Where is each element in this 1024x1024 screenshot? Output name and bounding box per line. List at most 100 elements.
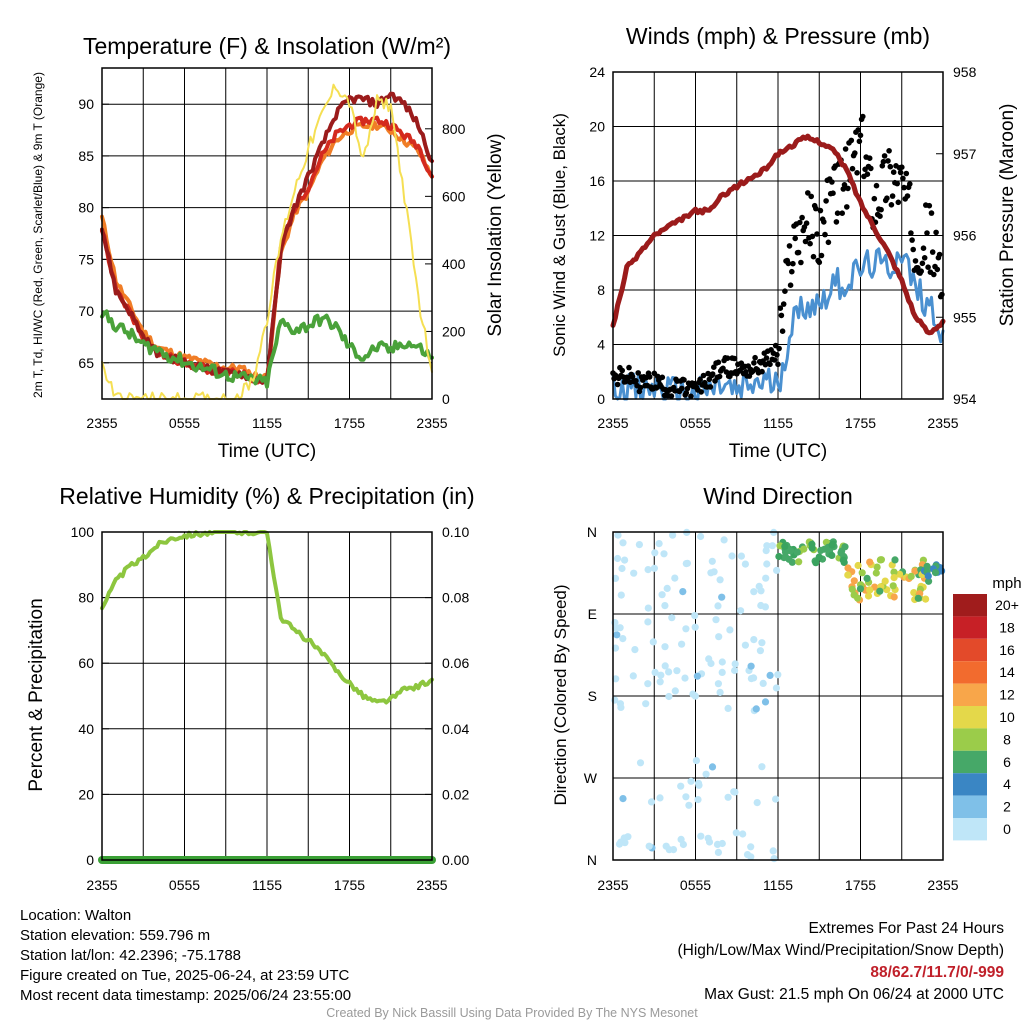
direction-point bbox=[773, 566, 781, 575]
direction-point bbox=[645, 842, 653, 850]
gust-point bbox=[887, 163, 894, 170]
direction-point bbox=[770, 855, 778, 863]
direction-point bbox=[694, 796, 702, 804]
direction-point bbox=[772, 795, 780, 803]
gust-point bbox=[683, 390, 690, 396]
y-tick-label: 8 bbox=[597, 282, 605, 298]
gust-point bbox=[799, 214, 805, 221]
gust-point bbox=[752, 354, 758, 361]
direction-point bbox=[650, 564, 659, 572]
direction-point bbox=[848, 585, 856, 593]
gust-point bbox=[679, 385, 685, 392]
direction-point bbox=[854, 594, 862, 602]
direction-point bbox=[795, 558, 803, 566]
direction-point bbox=[774, 671, 782, 679]
direction-point bbox=[732, 829, 740, 837]
direction-point bbox=[793, 548, 801, 556]
direction-point bbox=[642, 700, 650, 708]
direction-point bbox=[644, 604, 652, 612]
temperature-ylabel-left: 2m T, Td, HI/WC (Red, Green, Scarlet/Blu… bbox=[31, 72, 45, 398]
gust-point bbox=[751, 360, 757, 366]
gust-point bbox=[889, 193, 896, 199]
direction-point bbox=[621, 556, 629, 564]
gust-point bbox=[700, 372, 707, 379]
direction-point bbox=[661, 662, 669, 670]
gust-point bbox=[716, 373, 723, 380]
direction-point bbox=[731, 660, 739, 668]
direction-point bbox=[691, 692, 699, 700]
humidity-line bbox=[100, 530, 434, 705]
gust-point bbox=[873, 182, 880, 189]
gust-point bbox=[881, 153, 888, 159]
direction-point bbox=[750, 636, 758, 644]
y2-tick-label: 0.02 bbox=[442, 786, 469, 802]
gust-point bbox=[698, 389, 704, 395]
y-tick-label: W bbox=[584, 770, 598, 786]
direction-point bbox=[895, 570, 904, 578]
x-tick-label: 0555 bbox=[680, 415, 711, 431]
direction-point bbox=[890, 574, 898, 582]
direction-point bbox=[682, 560, 690, 568]
y-tick-label: 4 bbox=[597, 337, 605, 353]
direction-point bbox=[753, 799, 761, 807]
direction-point bbox=[922, 595, 930, 603]
y2-tick-label: 0.06 bbox=[442, 655, 469, 671]
direction-point bbox=[658, 591, 666, 599]
direction-point bbox=[669, 846, 678, 854]
gust-point bbox=[918, 268, 924, 275]
direction-point bbox=[839, 556, 847, 564]
y-tick-label: 75 bbox=[78, 251, 94, 267]
gust-point bbox=[920, 245, 927, 251]
direction-point bbox=[663, 584, 671, 593]
direction-point bbox=[890, 568, 898, 576]
gust-point bbox=[711, 364, 717, 371]
gust-point bbox=[897, 169, 904, 176]
gust-point bbox=[814, 231, 820, 237]
legend-label: 4 bbox=[1003, 776, 1011, 792]
station-latlon: Station lat/lon: 42.2396; -75.1788 bbox=[20, 947, 242, 964]
direction-point bbox=[615, 840, 624, 848]
direction-point bbox=[881, 577, 889, 585]
y-tick-label: S bbox=[588, 688, 597, 704]
direction-point bbox=[624, 833, 632, 841]
direction-point bbox=[873, 563, 881, 571]
direction-point bbox=[644, 566, 652, 574]
gust-point bbox=[813, 205, 819, 212]
legend-label: 2 bbox=[1003, 799, 1011, 815]
x-tick-label: 2355 bbox=[416, 877, 447, 893]
direction-point bbox=[655, 540, 663, 548]
gust-point bbox=[637, 384, 644, 391]
direction-point bbox=[692, 757, 701, 765]
gust-point bbox=[878, 206, 884, 213]
direction-point bbox=[649, 638, 657, 646]
direction-point bbox=[705, 838, 714, 846]
direction-point bbox=[817, 546, 825, 555]
y-tick-label: 90 bbox=[78, 96, 94, 112]
gust-point bbox=[912, 258, 919, 264]
y2-tick-label: 0.04 bbox=[442, 721, 469, 737]
legend-swatch bbox=[953, 728, 987, 751]
direction-point bbox=[786, 547, 795, 555]
gust-point bbox=[829, 179, 835, 185]
legend-label: 10 bbox=[999, 709, 1015, 725]
gust-point bbox=[778, 312, 785, 319]
direction-point bbox=[665, 692, 673, 701]
direction-point bbox=[828, 551, 836, 560]
direction-point bbox=[715, 633, 723, 641]
direction-point bbox=[708, 763, 717, 771]
direction-point bbox=[707, 569, 715, 577]
gust-point bbox=[724, 355, 731, 362]
y-tick-label: 85 bbox=[78, 148, 94, 164]
gust-point bbox=[909, 237, 915, 243]
station-location: Location: Walton bbox=[20, 907, 132, 924]
gust-point bbox=[743, 369, 749, 375]
direction-point bbox=[757, 601, 765, 610]
direction-point bbox=[907, 572, 915, 581]
plot-frame bbox=[101, 67, 433, 400]
direction-point bbox=[864, 592, 873, 600]
direction-point bbox=[613, 631, 621, 639]
gust-point bbox=[720, 365, 726, 372]
legend-label: 18 bbox=[999, 619, 1015, 635]
direction-point bbox=[691, 623, 699, 631]
gust-point bbox=[931, 271, 937, 278]
